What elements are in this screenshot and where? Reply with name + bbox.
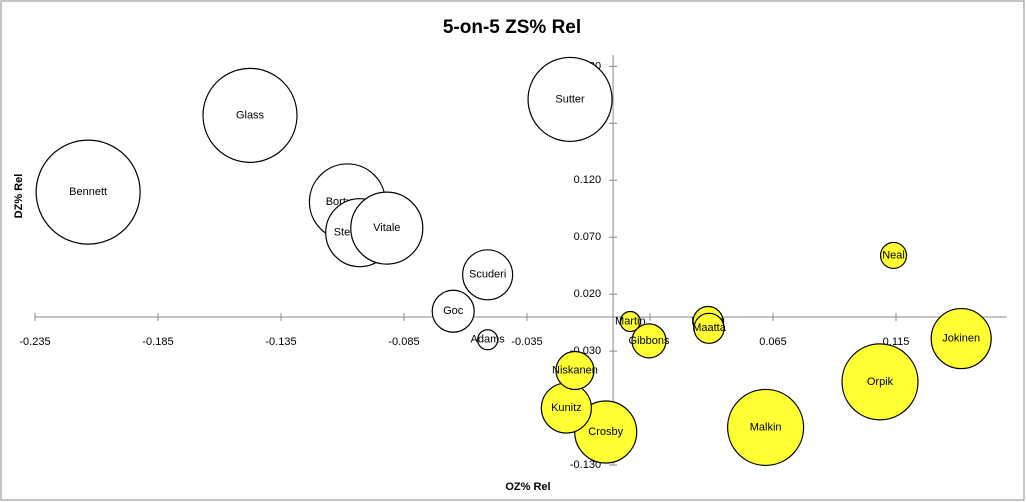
y-tick-label: 0.070 [574,231,602,243]
x-tick-label: -0.085 [388,336,419,348]
bubble [555,350,595,391]
bubble [527,56,613,143]
x-tick-label: 0.065 [759,336,787,348]
bubble-label: Kunitz [551,402,582,414]
bubble [631,323,667,359]
bubble [35,139,141,245]
bubble-label: Scuderi [469,269,506,281]
bubble-label: Gibbons [629,335,670,347]
bubble-label: Niskanen [552,364,598,376]
x-tick-label: -0.035 [511,336,542,348]
x-tick-label: -0.185 [142,336,173,348]
bubble-label: Bennett [69,186,107,198]
bubble [930,307,992,370]
bubble-label: Crosby [588,426,623,438]
bubble-label: Adams [471,334,506,346]
bubble-label: Sutter [555,93,585,105]
bubble [431,289,475,333]
y-axis-label: DZ% Rel [13,174,25,219]
bubble [477,329,499,351]
x-axis-label: OZ% Rel [505,481,550,493]
bubble [462,249,514,301]
chart-title: 5-on-5 ZS% Rel [443,17,581,38]
bubble-label: Neal [882,249,905,261]
bubble [693,312,725,344]
bubble [841,343,919,421]
bubble [202,67,298,163]
bubble-label: Martin [615,315,646,327]
bubble-label: Jokinen [942,332,980,344]
bubble [350,191,424,265]
y-tick-label: 0.020 [574,288,602,300]
y-tick-label: -0.130 [570,459,601,471]
bubble-label: Orpik [867,376,894,388]
x-tick-label: -0.135 [265,336,296,348]
bubble-label: Maatta [692,322,727,334]
bubble-label: Glass [236,109,265,121]
bubble-label: Vitale [373,222,400,234]
x-tick-label: -0.235 [19,336,50,348]
bubble-label: Goc [443,305,464,317]
bubble [727,388,805,467]
bubble [879,241,908,270]
bubble [619,310,641,333]
y-tick-label: 0.120 [574,174,602,186]
bubble-label: Malkin [750,421,782,433]
